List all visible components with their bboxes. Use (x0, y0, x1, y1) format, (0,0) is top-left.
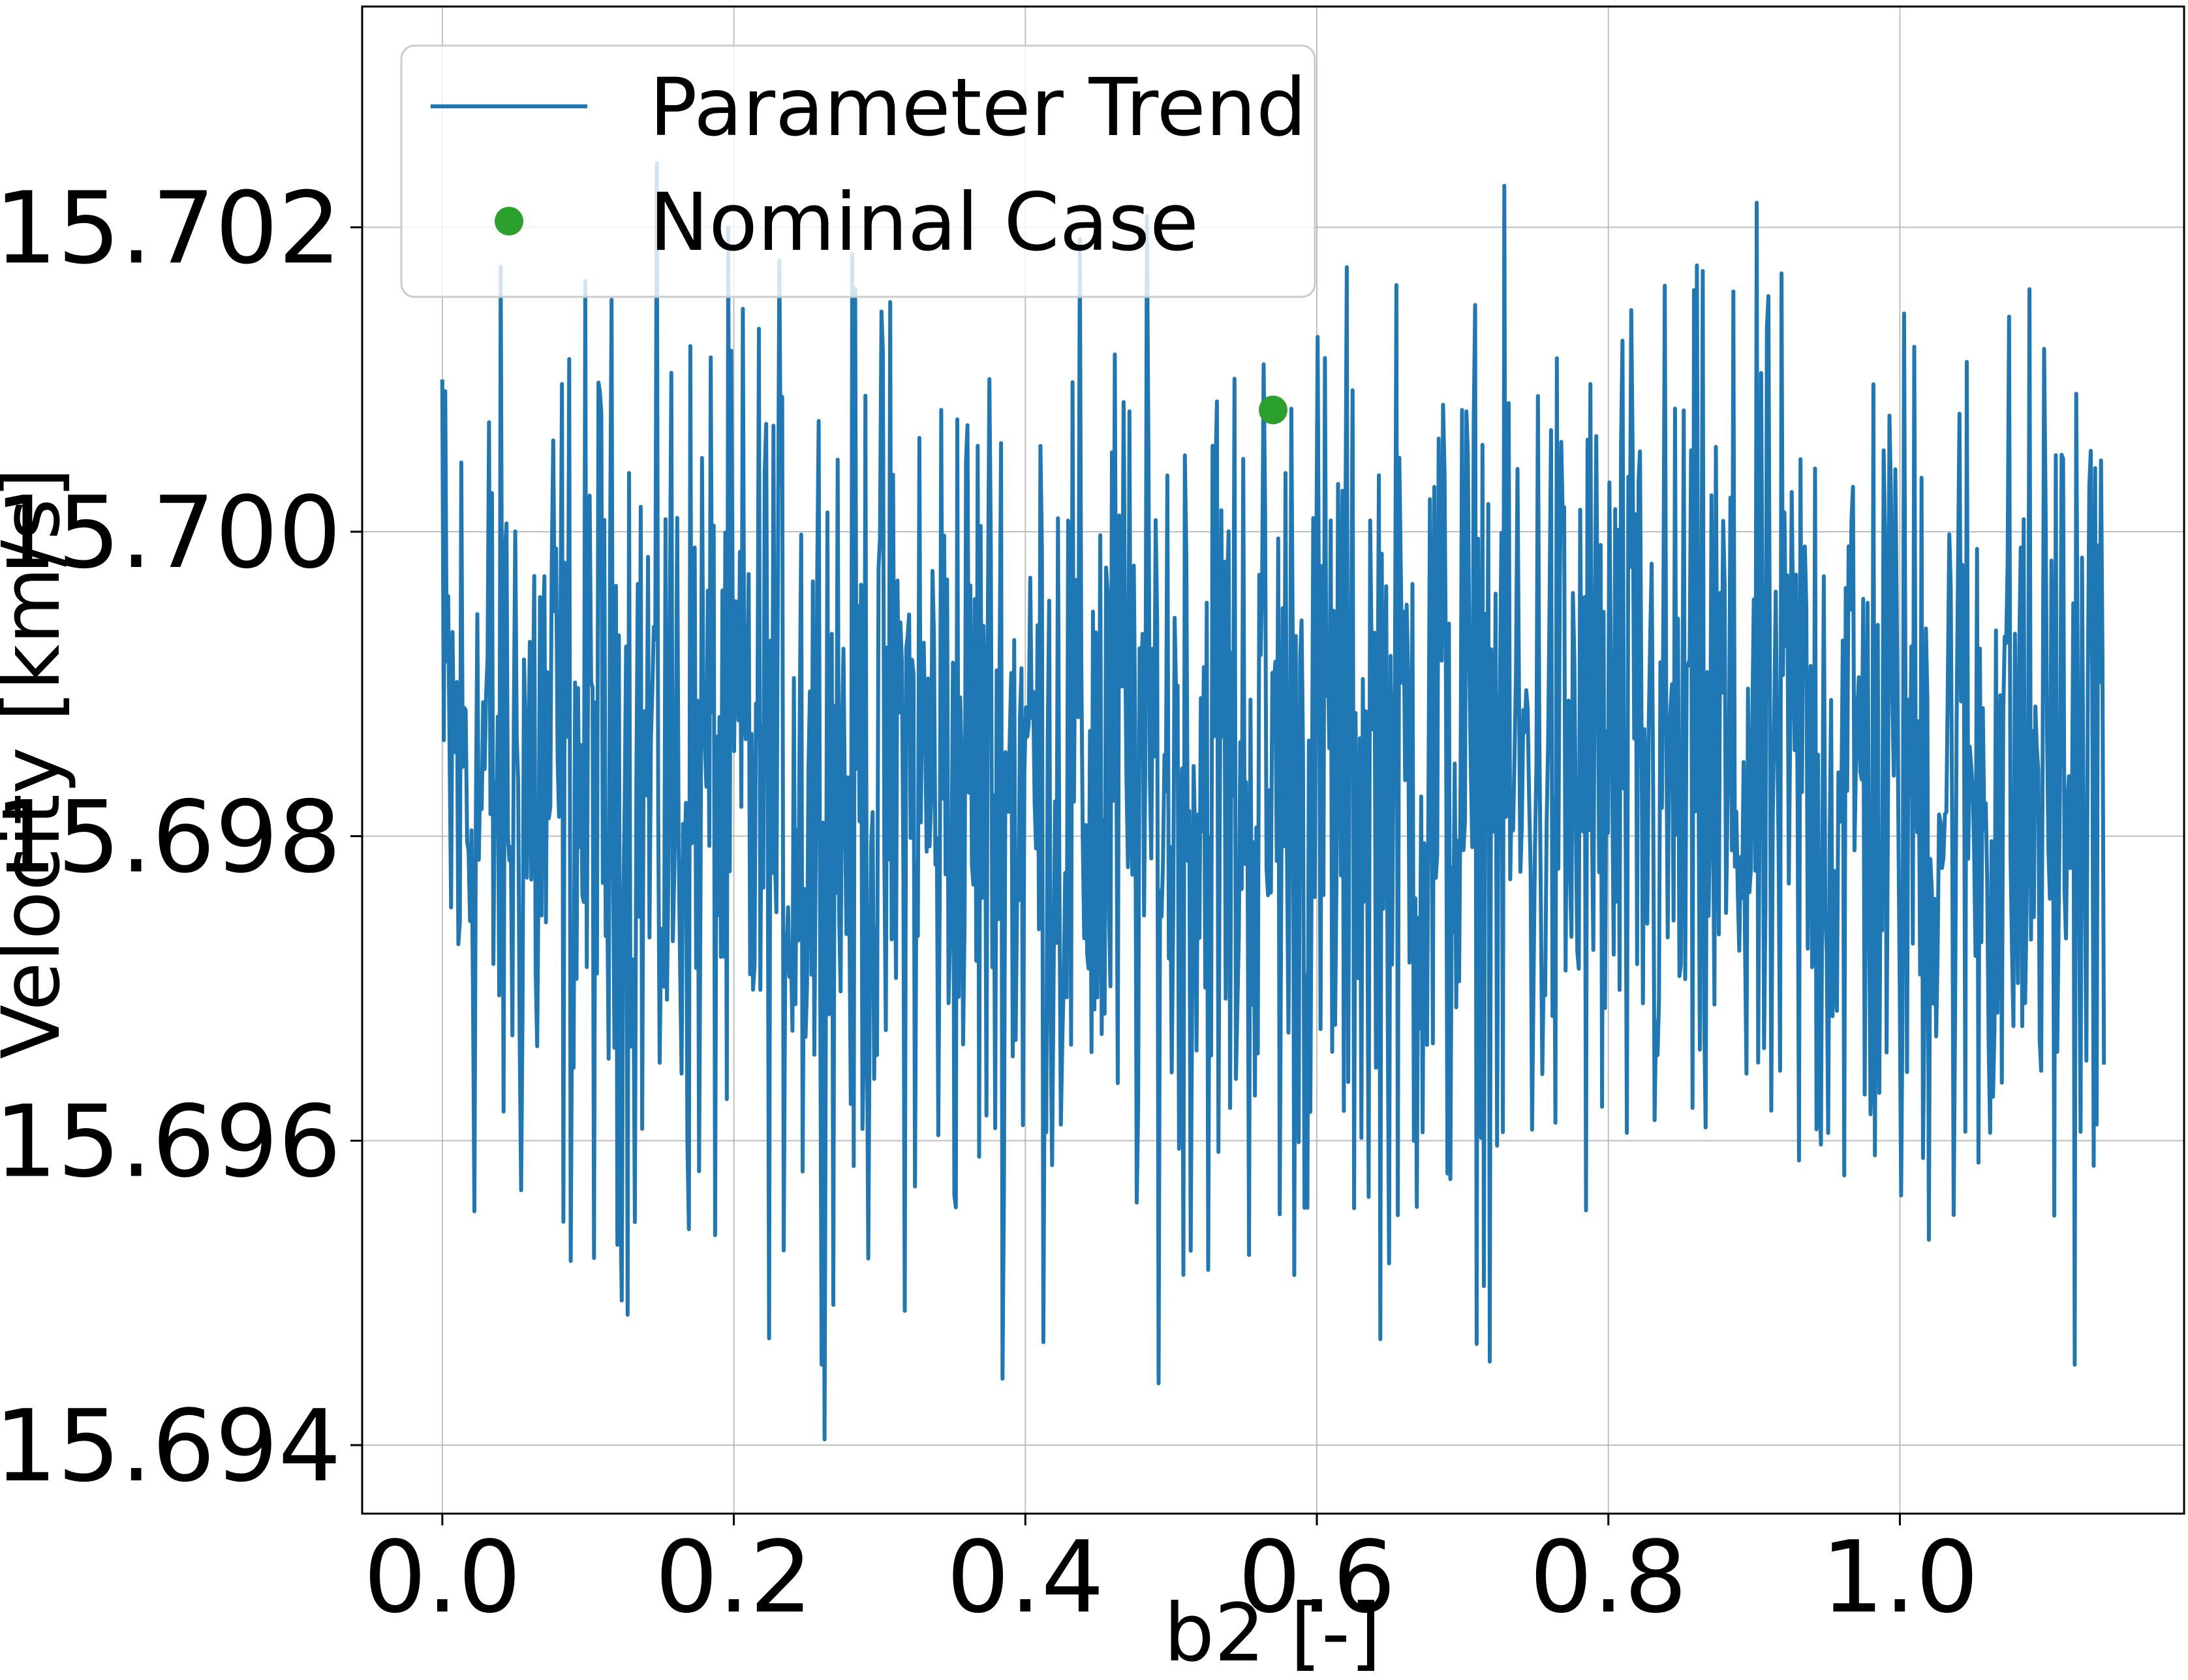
y-axis-label: Velocity [km/s] (0, 468, 78, 1060)
x-tick-label: 0.4 (946, 1520, 1104, 1635)
legend-box (400, 44, 1316, 298)
y-tick-label: 15.694 (0, 1388, 341, 1504)
x-tick-label: 1.0 (1821, 1520, 1979, 1635)
y-tick-label: 15.696 (0, 1084, 341, 1199)
series-layer (440, 161, 2106, 1442)
trend-line (440, 161, 2106, 1442)
legend-nominal-label: Nominal Case (649, 176, 1199, 269)
legend-nominal-swatch (495, 207, 523, 236)
legend: Parameter Trend Nominal Case (400, 44, 1316, 298)
x-axis-label: b2 [-] (1163, 1587, 1381, 1679)
tick-labels: 0.0 0.2 0.4 0.6 0.8 1.0 15.694 15.696 15.698 15.7… (0, 170, 1979, 1635)
nominal-point (1259, 395, 1287, 425)
axes (350, 5, 2185, 1525)
x-tick-label: 0.0 (363, 1520, 521, 1635)
y-tick-label: 15.698 (0, 780, 341, 895)
y-tick-label: 15.700 (0, 475, 341, 590)
x-tick-label: 0.8 (1530, 1520, 1687, 1635)
legend-trend-label: Parameter Trend (649, 61, 1306, 154)
x-tick-label: 0.2 (655, 1520, 813, 1635)
plot-frame (361, 5, 2185, 1515)
y-tick-label: 15.702 (0, 170, 341, 286)
x-tick-label: 0.6 (1238, 1520, 1396, 1635)
